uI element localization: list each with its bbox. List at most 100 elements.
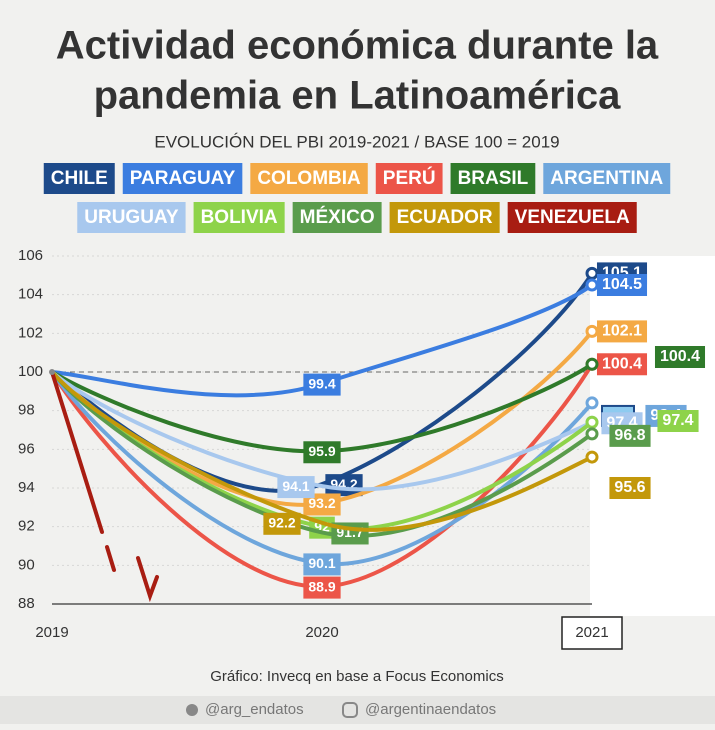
chart-title: pandemia en Latinoamérica (94, 74, 622, 118)
data-label: 99.4 (303, 373, 341, 396)
data-label: 95.9 (303, 441, 341, 464)
data-label-box (609, 424, 651, 447)
y-tick-label: 94 (18, 479, 35, 496)
data-label: 92.2 (263, 512, 301, 535)
data-label: 97.4 (657, 410, 699, 432)
subtitle: EVOLUCIÓN DEL PBI 2019-2021 / BASE 100 =… (154, 132, 559, 151)
data-label: 94.2 (325, 474, 363, 497)
legend-item: PARAGUAY (122, 163, 243, 194)
data-label-text: 93.2 (308, 495, 335, 511)
legend-item: URUGUAY (77, 202, 186, 233)
legend-swatch (193, 202, 285, 233)
data-label: 96.8 (609, 424, 651, 447)
point (585, 357, 599, 371)
data-label-text: 97.4 (662, 412, 693, 429)
legend-item: COLOMBIA (250, 163, 368, 194)
series-arrow (50, 370, 159, 603)
legend-swatch (507, 202, 637, 233)
data-label-box (654, 346, 706, 368)
data-label: 100.4 (596, 353, 648, 376)
highlight-box (561, 616, 623, 650)
label-panel (590, 256, 715, 616)
data-label-text: 95.9 (308, 443, 335, 459)
legend-swatch (389, 202, 500, 233)
data-label-box (596, 274, 648, 296)
data-label-text: 88.9 (308, 578, 335, 594)
legend-label: ECUADOR (397, 207, 493, 228)
footer-handle: @arg_endatos (205, 701, 304, 718)
origin-point (49, 369, 55, 375)
legend-item: VENEZUELA (507, 202, 637, 233)
legend-label: CHILE (51, 168, 108, 189)
point (585, 427, 599, 441)
legend-item: PERÚ (375, 163, 443, 194)
legend-swatch (292, 202, 382, 233)
instagram-icon (342, 702, 358, 718)
legend-label: COLOMBIA (257, 168, 361, 189)
data-label: 100.4 (654, 346, 706, 368)
y-tick-label: 98 (18, 402, 35, 419)
legend-item: CHILE (43, 163, 115, 194)
data-label-box (657, 410, 699, 432)
legend-swatch (77, 202, 186, 233)
data-label-text: 94.1 (282, 478, 309, 494)
y-tick-label: 104 (18, 286, 43, 303)
data-label-box (596, 320, 648, 343)
legend-label: URUGUAY (84, 207, 179, 228)
data-label-box (609, 477, 651, 499)
data-label-text: 100.4 (660, 348, 700, 365)
data-label-box (277, 476, 315, 499)
legend-label: MÉXICO (300, 206, 375, 228)
series-line (50, 370, 594, 538)
legend-item: ECUADOR (389, 202, 500, 233)
chart-title: Actividad económica durante la (56, 24, 659, 68)
legend-swatch (122, 163, 243, 194)
y-tick-label: 96 (18, 440, 35, 457)
x-tick-label: 2019 (35, 624, 68, 641)
series-line (50, 370, 594, 532)
data-label: 90.1 (303, 553, 341, 576)
data-label: 93.2 (303, 493, 341, 516)
legend-label: BRASIL (458, 168, 529, 189)
data-label-box (596, 353, 648, 376)
data-label-text: 99.4 (308, 375, 335, 391)
data-label: 94.1 (277, 476, 315, 499)
data-label: 95.6 (609, 477, 651, 499)
y-tick-label: 92 (18, 518, 35, 535)
y-tick-label: 90 (18, 556, 35, 573)
legend-swatch (375, 163, 443, 194)
legend-label: ARGENTINA (550, 168, 663, 189)
data-label-box (303, 553, 341, 576)
legend-swatch (543, 163, 671, 194)
legend-label: BOLIVIA (201, 207, 278, 228)
data-label-text: 95.6 (614, 479, 645, 496)
legend-swatch (450, 163, 536, 194)
data-label: 102.1 (596, 320, 648, 343)
data-label-text: 102.1 (602, 323, 642, 340)
data-label-text: 104.5 (602, 276, 642, 293)
legend-label: VENEZUELA (515, 207, 630, 228)
legend-item: BRASIL (450, 163, 536, 194)
data-label-box (303, 373, 341, 396)
y-tick-label: 102 (18, 324, 43, 341)
point (585, 415, 599, 429)
legend-label: PARAGUAY (130, 168, 236, 189)
data-label-text: 96.8 (614, 427, 645, 444)
x-tick-label: 2021 (575, 624, 608, 641)
point (585, 396, 599, 410)
series-line (50, 370, 594, 492)
data-label-box (303, 576, 341, 599)
point (585, 324, 599, 338)
x-tick-label: 2020 (305, 624, 338, 641)
legend-swatch (43, 163, 115, 194)
legend-item: ARGENTINA (543, 163, 671, 194)
legend-item: BOLIVIA (193, 202, 285, 233)
point (585, 278, 599, 292)
legend-item: MÉXICO (292, 202, 382, 233)
y-tick-label: 88 (18, 595, 35, 612)
footer-handle: @argentinaendatos (365, 701, 496, 718)
y-tick-label: 100 (18, 363, 43, 380)
data-label-text: 92.2 (268, 515, 295, 531)
legend-swatch (250, 163, 368, 194)
